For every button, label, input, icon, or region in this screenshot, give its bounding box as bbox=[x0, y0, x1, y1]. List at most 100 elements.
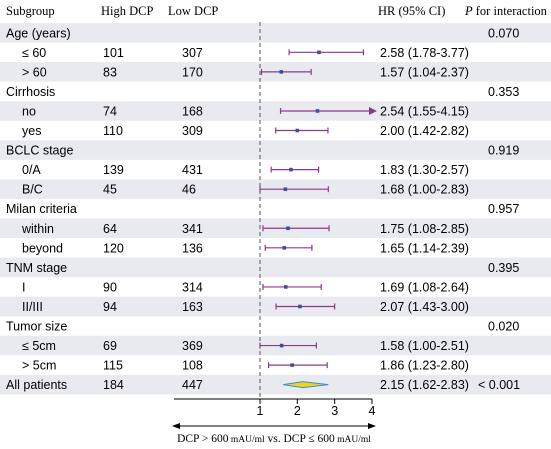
forest-rows: Age (years) 0.070 ≤ 60 101 307 2.58 (1.78-3.7… bbox=[6, 26, 520, 392]
forest-row: Cirrhosis 0.353 bbox=[6, 85, 519, 99]
row-stripe bbox=[0, 101, 551, 121]
hr-point bbox=[283, 285, 288, 289]
group-label: Tumor size bbox=[6, 320, 67, 334]
footer-left-unit: mAU/ml bbox=[229, 435, 266, 445]
group-label: Milan criteria bbox=[6, 202, 77, 216]
hr-ci-text: 1.58 (1.00-2.51) bbox=[380, 339, 469, 353]
hr-ci-text: 1.83 (1.30-2.57) bbox=[380, 163, 469, 177]
hr-point bbox=[298, 304, 302, 309]
hr-point bbox=[279, 343, 284, 348]
forest-row: Tumor size 0.020 bbox=[6, 320, 519, 334]
low-dcp-count: 341 bbox=[182, 222, 203, 236]
high-dcp-count: 139 bbox=[103, 163, 124, 177]
high-dcp-count: 115 bbox=[103, 359, 123, 373]
p-interaction-value: 0.020 bbox=[488, 320, 519, 334]
row-label: > 5cm bbox=[22, 359, 56, 373]
high-dcp-count: 94 bbox=[103, 300, 117, 314]
row-label: within bbox=[21, 222, 54, 236]
row-label: > 60 bbox=[22, 65, 47, 79]
hr-point bbox=[289, 167, 293, 172]
p-interaction-value: 0.353 bbox=[488, 85, 519, 99]
footer-right-unit: mAU/ml bbox=[335, 435, 372, 445]
forest-row: yes 110 309 2.00 (1.42-2.82) bbox=[22, 124, 469, 138]
header-low-dcp: Low DCP bbox=[168, 4, 218, 18]
header-p-letter: P bbox=[464, 4, 473, 18]
row-label: ≤ 5cm bbox=[22, 339, 56, 353]
low-dcp-count: 314 bbox=[182, 280, 203, 294]
hr-point bbox=[282, 246, 287, 250]
forest-row: BCLC stage 0.919 bbox=[6, 144, 519, 158]
p-interaction-value: < 0.001 bbox=[478, 378, 520, 392]
forest-row: ≤ 60 101 307 2.58 (1.78-3.77) bbox=[22, 46, 469, 60]
p-interaction-value: 0.070 bbox=[488, 26, 519, 40]
high-dcp-count: 45 bbox=[103, 183, 117, 197]
ci-overflow-arrow-icon bbox=[369, 106, 377, 115]
forest-row: Age (years) 0.070 bbox=[6, 26, 519, 40]
row-label: 0/A bbox=[22, 163, 41, 177]
header-p-interaction: P for interaction bbox=[464, 4, 548, 18]
high-dcp-count: 69 bbox=[103, 339, 117, 353]
hr-ci-text: 1.86 (1.23-2.80) bbox=[380, 359, 469, 373]
x-tick-label: 2 bbox=[294, 404, 301, 418]
low-dcp-count: 46 bbox=[182, 183, 196, 197]
low-dcp-count: 170 bbox=[182, 65, 203, 79]
hr-point bbox=[315, 109, 320, 113]
x-tick-label: 4 bbox=[369, 404, 376, 418]
p-interaction-value: 0.957 bbox=[488, 202, 519, 216]
hr-point bbox=[279, 70, 284, 74]
header-hr: HR (95% CI) bbox=[378, 4, 445, 18]
hr-ci-text: 2.00 (1.42-2.82) bbox=[380, 124, 469, 138]
overall-effect-diamond bbox=[283, 381, 329, 389]
forest-row: no 74 168 2.54 (1.55-4.15) bbox=[22, 104, 469, 118]
low-dcp-count: 163 bbox=[182, 300, 203, 314]
row-label: yes bbox=[22, 124, 41, 138]
hr-ci-text: 1.65 (1.14-2.39) bbox=[380, 241, 469, 255]
x-axis: 1 2 3 4 bbox=[174, 398, 376, 418]
hr-point bbox=[295, 128, 300, 133]
header-p-rest: for interaction bbox=[473, 4, 548, 18]
forest-row: Milan criteria 0.957 bbox=[6, 202, 519, 216]
high-dcp-count: 64 bbox=[103, 222, 117, 236]
forest-row: within 64 341 1.75 (1.08-2.85) bbox=[21, 222, 469, 236]
p-interaction-value: 0.919 bbox=[488, 144, 519, 158]
high-dcp-count: 83 bbox=[103, 65, 117, 79]
hr-ci-text: 2.07 (1.43-3.00) bbox=[380, 300, 469, 314]
direction-label: DCP > 600 mAU/ml vs. DCP ≤ 600 mAU/ml bbox=[177, 433, 371, 445]
direction-footer: DCP > 600 mAU/ml vs. DCP ≤ 600 mAU/ml bbox=[172, 423, 376, 445]
row-label: ≤ 60 bbox=[22, 46, 46, 60]
hr-point bbox=[286, 226, 290, 231]
right-arrowhead-icon bbox=[368, 423, 376, 429]
forest-row: 0/A 139 431 1.83 (1.30-2.57) bbox=[22, 163, 469, 177]
forest-row: > 60 83 170 1.57 (1.04-2.37) bbox=[22, 65, 469, 79]
row-label: All patients bbox=[6, 378, 67, 392]
high-dcp-count: 120 bbox=[103, 241, 124, 255]
low-dcp-count: 431 bbox=[182, 163, 203, 177]
row-stripe bbox=[0, 140, 551, 160]
forest-row: B/C 45 46 1.68 (1.00-2.83) bbox=[22, 183, 469, 197]
hr-point bbox=[290, 363, 294, 367]
header-subgroup: Subgroup bbox=[6, 4, 55, 18]
group-label: Cirrhosis bbox=[6, 85, 55, 99]
high-dcp-count: 74 bbox=[103, 104, 117, 118]
x-tick-label: 3 bbox=[331, 404, 338, 418]
row-label: B/C bbox=[22, 183, 43, 197]
forest-row: > 5cm 115 108 1.86 (1.23-2.80) bbox=[22, 359, 469, 373]
forest-row: II/III 94 163 2.07 (1.43-3.00) bbox=[22, 300, 469, 314]
left-arrowhead-icon bbox=[172, 423, 180, 429]
low-dcp-count: 309 bbox=[182, 124, 203, 138]
group-label: TNM stage bbox=[6, 261, 67, 275]
row-stripe bbox=[0, 257, 551, 278]
high-dcp-count: 110 bbox=[103, 124, 123, 138]
hr-point bbox=[317, 50, 321, 55]
row-stripe bbox=[0, 374, 551, 395]
row-label: II/III bbox=[22, 300, 43, 314]
forest-row: All patients 184 447 2.15 (1.62-2.83) < 0.00… bbox=[6, 378, 520, 392]
low-dcp-count: 108 bbox=[182, 359, 203, 373]
footer-middle: vs. DCP ≤ 600 bbox=[265, 433, 335, 445]
x-tick-label: 1 bbox=[257, 404, 264, 418]
hr-ci-text: 1.57 (1.04-2.37) bbox=[380, 65, 469, 79]
group-label: BCLC stage bbox=[6, 144, 73, 158]
forest-row: I 90 314 1.69 (1.08-2.64) bbox=[22, 280, 469, 294]
row-label: beyond bbox=[22, 241, 63, 255]
